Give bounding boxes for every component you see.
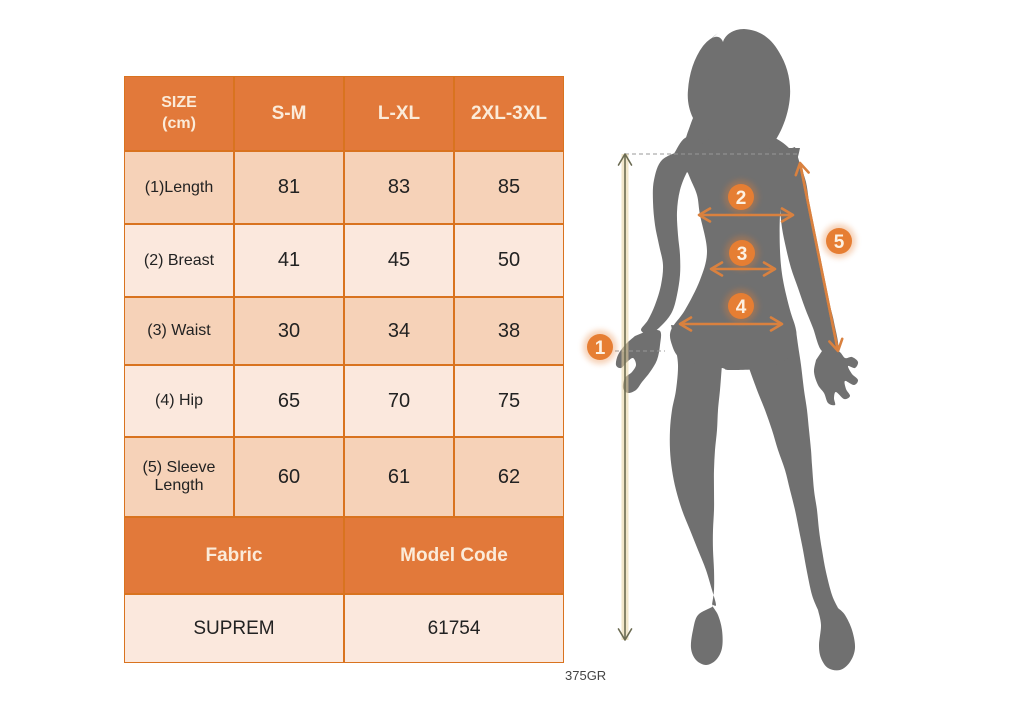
svg-text:4: 4 [736, 297, 747, 318]
svg-text:3: 3 [737, 244, 748, 265]
svg-text:2: 2 [736, 188, 747, 209]
svg-text:5: 5 [834, 232, 845, 253]
svg-text:1: 1 [595, 338, 606, 359]
